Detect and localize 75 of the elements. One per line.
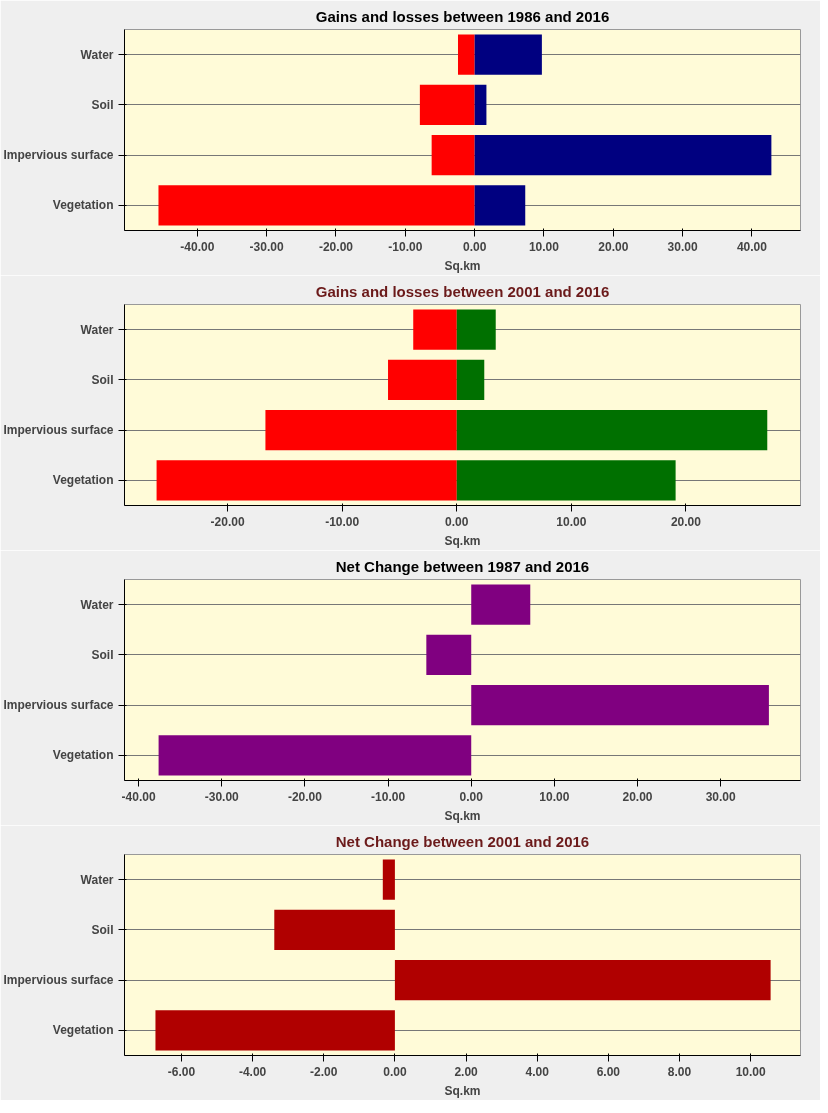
bar xyxy=(419,84,475,125)
y-tick-label: Impervious surface xyxy=(3,148,114,163)
y-tick-label: Soil xyxy=(91,922,114,937)
x-tick-label: 10.00 xyxy=(735,1064,767,1079)
bar xyxy=(457,34,475,75)
chart-title: Gains and losses between 2001 and 2016 xyxy=(315,282,610,300)
x-tick-label: 10.00 xyxy=(556,514,587,529)
bar xyxy=(471,685,769,726)
bar xyxy=(456,410,768,451)
bar xyxy=(158,185,475,226)
x-tick-label: -20.00 xyxy=(210,514,245,529)
bar xyxy=(474,135,772,176)
x-tick-label: -20.00 xyxy=(318,239,354,254)
x-tick-label: 20.00 xyxy=(598,239,629,254)
x-tick-label: 0.00 xyxy=(445,514,469,529)
x-tick-label: 2.00 xyxy=(454,1064,479,1079)
x-tick-label: 20.00 xyxy=(670,514,702,529)
x-axis-title: Sq.km xyxy=(444,258,481,273)
x-axis-title: Sq.km xyxy=(444,533,481,548)
y-tick-label: Impervious surface xyxy=(3,423,114,438)
x-tick-label: 0.00 xyxy=(462,239,487,254)
y-tick-label: Soil xyxy=(91,97,114,112)
bar xyxy=(156,460,457,501)
bar xyxy=(474,84,487,125)
y-tick-label: Water xyxy=(80,597,114,612)
x-tick-label: 30.00 xyxy=(667,239,698,254)
x-tick-label: 8.00 xyxy=(667,1064,692,1079)
y-tick-label: Soil xyxy=(91,372,114,387)
x-axis-title: Sq.km xyxy=(444,1083,481,1098)
bar xyxy=(456,460,676,501)
bar xyxy=(474,185,526,226)
bar xyxy=(413,309,457,350)
y-tick-label: Vegetation xyxy=(52,198,114,213)
x-tick-label: -10.00 xyxy=(388,239,423,254)
chart-title: Net Change between 1987 and 2016 xyxy=(335,557,590,575)
bar xyxy=(158,735,472,776)
y-tick-label: Vegetation xyxy=(52,473,114,488)
x-tick-label: 4.00 xyxy=(525,1064,550,1079)
y-tick-label: Impervious surface xyxy=(3,973,114,988)
x-tick-label: -2.00 xyxy=(310,1064,338,1079)
x-tick-label: -30.00 xyxy=(204,789,240,804)
bar xyxy=(471,584,531,625)
bar xyxy=(388,359,457,400)
y-tick-label: Impervious surface xyxy=(3,698,114,713)
bar xyxy=(265,410,457,451)
x-tick-label: 20.00 xyxy=(622,789,653,804)
x-tick-label: -40.00 xyxy=(121,789,156,804)
bar xyxy=(426,634,472,675)
y-tick-label: Water xyxy=(80,47,114,62)
x-tick-label: 6.00 xyxy=(596,1064,621,1079)
x-tick-label: -6.00 xyxy=(167,1064,196,1079)
x-tick-label: 10.00 xyxy=(539,789,570,804)
x-tick-label: -20.00 xyxy=(287,789,323,804)
x-tick-label: 10.00 xyxy=(528,239,560,254)
y-tick-label: Vegetation xyxy=(52,748,114,763)
x-tick-label: 0.00 xyxy=(383,1064,407,1079)
x-tick-label: -4.00 xyxy=(238,1064,267,1079)
x-tick-label: -40.00 xyxy=(180,239,215,254)
bar xyxy=(456,359,485,400)
y-tick-label: Soil xyxy=(91,647,114,662)
bar xyxy=(474,34,542,75)
bar xyxy=(456,309,496,350)
chart-title: Net Change between 2001 and 2016 xyxy=(335,832,590,850)
x-tick-label: 30.00 xyxy=(705,789,737,804)
y-tick-label: Vegetation xyxy=(52,1023,114,1038)
bar xyxy=(431,135,475,176)
x-tick-label: 40.00 xyxy=(736,239,768,254)
y-tick-label: Water xyxy=(80,872,114,887)
chart-title: Gains and losses between 1986 and 2016 xyxy=(315,7,610,25)
x-tick-label: -10.00 xyxy=(325,514,360,529)
y-tick-label: Water xyxy=(80,322,114,337)
x-tick-label: -30.00 xyxy=(249,239,284,254)
x-axis-title: Sq.km xyxy=(444,808,481,823)
x-tick-label: 0.00 xyxy=(459,789,484,804)
x-tick-label: -10.00 xyxy=(371,789,406,804)
